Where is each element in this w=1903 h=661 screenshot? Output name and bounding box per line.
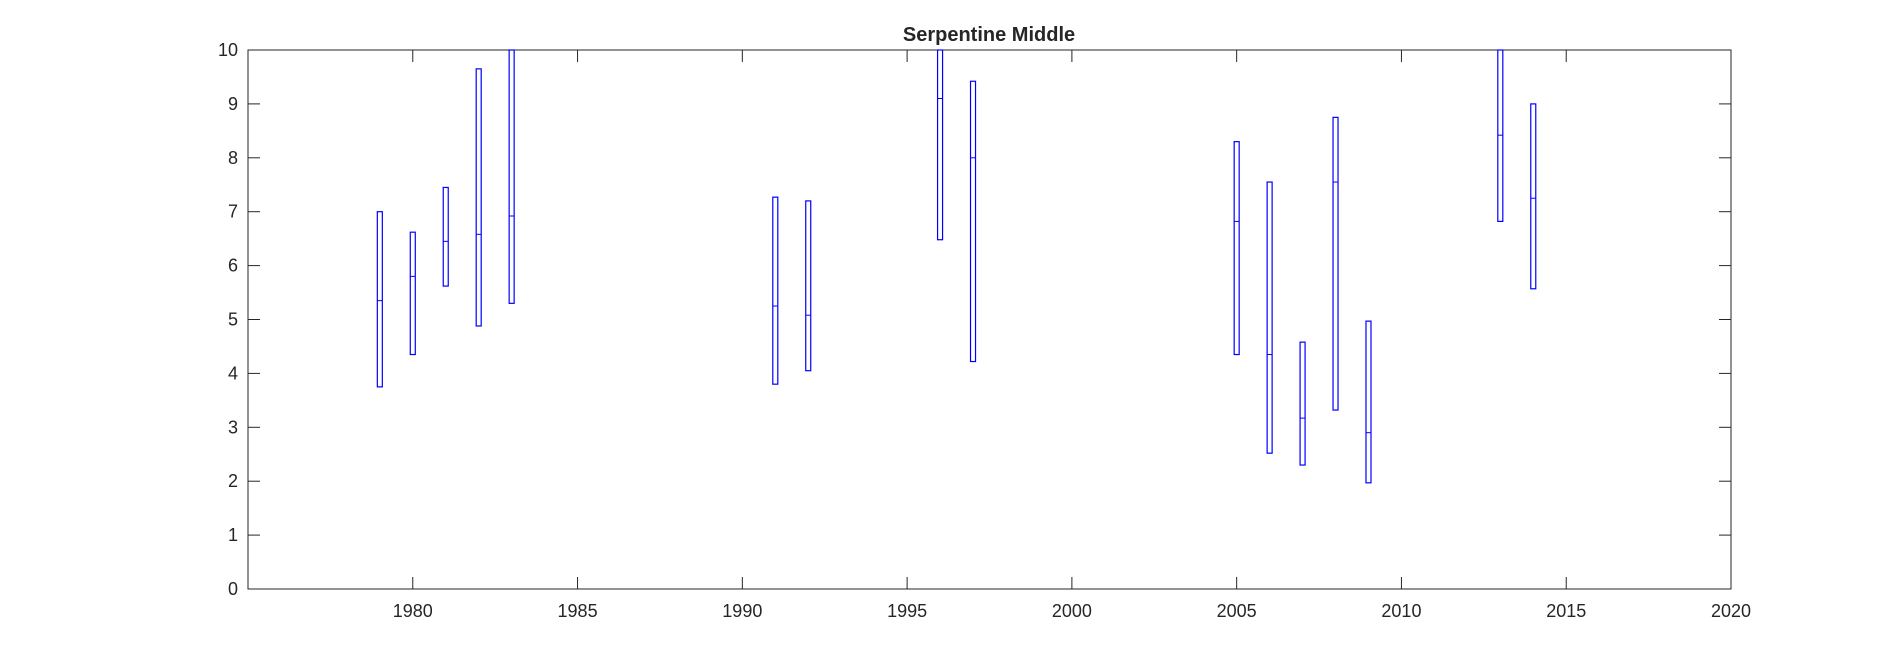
chart-title: Serpentine Middle xyxy=(903,24,1075,46)
y-tick-label: 10 xyxy=(218,40,238,60)
x-tick-label: 1980 xyxy=(393,601,433,621)
y-tick-label: 6 xyxy=(228,256,238,276)
y-tick-label: 5 xyxy=(228,310,238,330)
box-mark xyxy=(1233,141,1240,356)
box-mark xyxy=(475,68,482,327)
box-mark xyxy=(969,80,977,363)
x-tick-label: 2005 xyxy=(1217,601,1257,621)
y-tick-label: 8 xyxy=(228,148,238,168)
box-mark xyxy=(442,186,449,287)
y-tick-label: 2 xyxy=(228,471,238,491)
box-mark xyxy=(1299,341,1306,466)
x-tick-label: 1990 xyxy=(722,601,762,621)
plot-area xyxy=(247,49,1732,590)
y-tick-label: 0 xyxy=(228,579,238,599)
x-tick-label: 1985 xyxy=(558,601,598,621)
box-mark xyxy=(409,231,416,356)
x-axis: 1980 1985 1990 1995 2000 2005 2010 2015 2020 xyxy=(393,50,1751,621)
box-series xyxy=(376,49,1537,484)
box-mark xyxy=(1530,103,1537,290)
y-tick-label: 4 xyxy=(228,363,238,383)
box-mark xyxy=(1497,49,1504,223)
box-mark xyxy=(1266,181,1273,454)
y-axis: 0 1 2 3 4 5 6 7 8 9 10 xyxy=(218,40,1731,599)
x-tick-label: 2000 xyxy=(1052,601,1092,621)
x-tick-label: 1995 xyxy=(887,601,927,621)
box-mark xyxy=(376,211,383,388)
box-mark xyxy=(936,49,944,241)
box-mark xyxy=(1365,320,1372,484)
x-tick-label: 2010 xyxy=(1381,601,1421,621)
box-mark xyxy=(772,196,779,385)
y-tick-label: 7 xyxy=(228,202,238,222)
y-tick-label: 9 xyxy=(228,94,238,114)
y-tick-label: 1 xyxy=(228,525,238,545)
y-tick-label: 3 xyxy=(228,417,238,437)
x-tick-label: 2015 xyxy=(1546,601,1586,621)
box-mark xyxy=(508,49,515,304)
box-mark xyxy=(805,200,812,372)
box-mark xyxy=(1332,116,1339,411)
x-tick-label: 2020 xyxy=(1711,601,1751,621)
